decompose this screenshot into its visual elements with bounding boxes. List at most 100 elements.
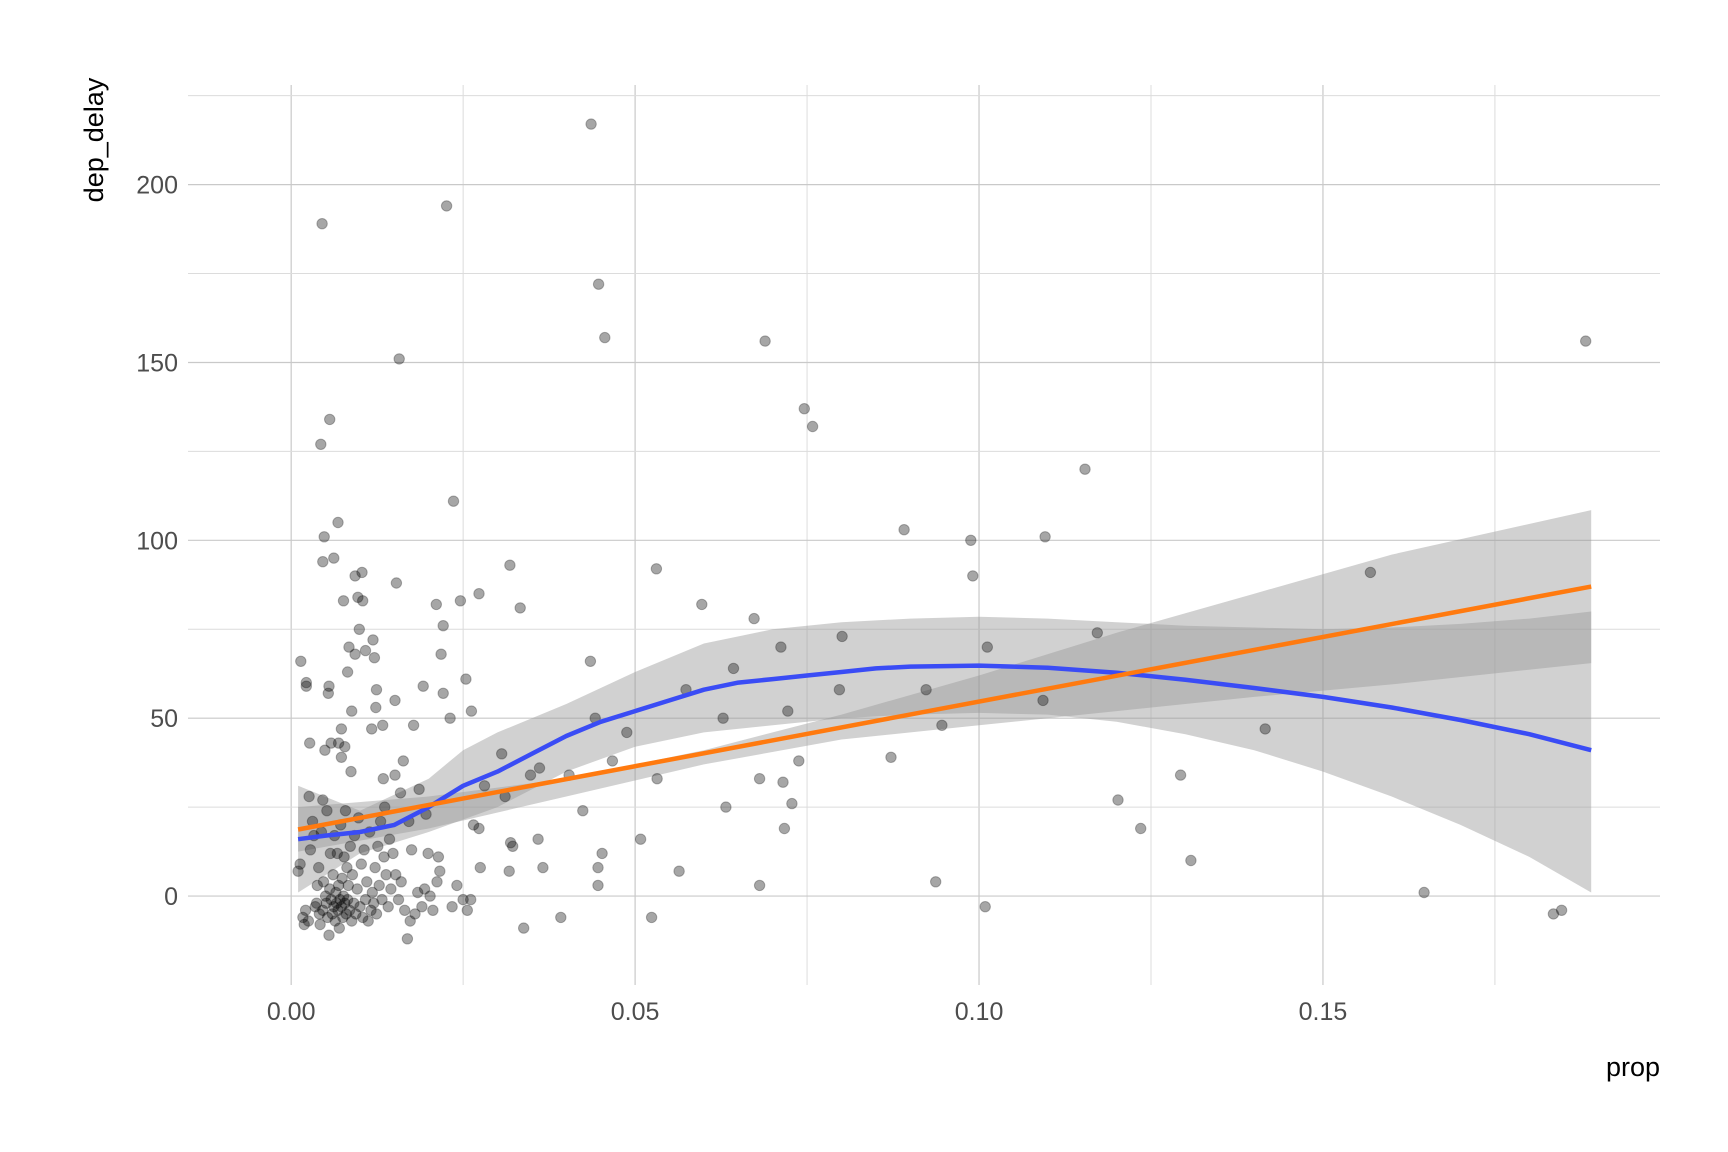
data-point xyxy=(407,719,420,731)
data-point xyxy=(696,598,708,611)
data-point xyxy=(437,620,449,632)
data-point xyxy=(333,922,345,934)
data-point xyxy=(936,719,948,731)
data-point xyxy=(339,741,351,753)
data-point xyxy=(317,876,330,888)
data-point xyxy=(377,773,389,785)
data-point xyxy=(1580,335,1592,347)
data-point xyxy=(634,833,647,845)
data-point xyxy=(778,822,791,835)
x-axis-title: prop xyxy=(1606,1052,1660,1082)
data-point xyxy=(621,726,633,739)
data-point xyxy=(304,844,317,856)
data-point xyxy=(461,904,473,916)
data-point xyxy=(318,531,330,543)
data-point xyxy=(389,769,401,781)
data-point xyxy=(343,641,355,653)
data-point xyxy=(417,680,429,692)
data-point xyxy=(474,861,486,874)
data-point xyxy=(342,879,354,892)
data-point xyxy=(341,861,353,874)
data-point xyxy=(537,861,549,874)
data-point xyxy=(606,755,619,767)
data-point xyxy=(319,890,332,902)
data-point xyxy=(422,847,434,860)
data-point xyxy=(416,901,428,913)
data-point xyxy=(806,420,819,433)
data-point xyxy=(372,840,384,852)
data-point xyxy=(303,790,315,803)
data-point xyxy=(345,765,357,778)
data-point xyxy=(585,118,597,130)
data-point xyxy=(651,773,663,785)
data-point xyxy=(320,897,332,909)
data-point xyxy=(335,751,348,763)
data-point xyxy=(292,865,304,877)
data-point xyxy=(344,840,356,852)
data-point xyxy=(346,869,359,881)
data-point xyxy=(717,712,729,724)
data-points xyxy=(292,118,1592,945)
y-tick-label: 50 xyxy=(150,705,178,733)
data-point xyxy=(555,911,567,924)
data-point xyxy=(334,893,346,906)
data-point xyxy=(1091,627,1104,639)
data-point xyxy=(592,861,604,874)
data-point xyxy=(376,893,388,906)
data-point xyxy=(930,876,942,888)
confidence-bands xyxy=(298,510,1592,893)
data-point xyxy=(748,612,760,625)
data-point xyxy=(297,911,309,924)
data-point xyxy=(965,534,977,546)
data-point xyxy=(368,897,380,909)
data-point xyxy=(322,687,334,699)
data-point xyxy=(504,837,517,849)
confidence-band-1 xyxy=(298,611,1592,893)
data-point xyxy=(336,872,348,884)
data-point xyxy=(350,908,362,920)
data-point xyxy=(348,897,360,909)
data-point xyxy=(446,901,458,913)
data-point xyxy=(309,901,321,913)
data-point xyxy=(457,893,469,906)
data-point xyxy=(777,776,789,788)
data-point xyxy=(898,524,910,536)
data-point xyxy=(378,851,390,863)
data-point xyxy=(324,413,336,426)
data-point xyxy=(329,915,341,927)
data-point xyxy=(354,901,366,913)
x-tick-label: 0.10 xyxy=(955,998,1004,1026)
data-point xyxy=(592,879,604,892)
data-point xyxy=(390,577,403,589)
data-point xyxy=(1135,822,1147,835)
data-point xyxy=(314,918,326,931)
y-tick-label: 200 xyxy=(136,172,178,200)
data-point xyxy=(435,648,447,660)
data-point xyxy=(786,797,798,810)
data-point xyxy=(299,904,312,916)
data-point xyxy=(311,879,323,892)
data-point xyxy=(1112,794,1124,806)
data-point xyxy=(357,911,369,924)
data-point xyxy=(373,879,385,892)
data-point xyxy=(389,694,401,707)
data-point xyxy=(478,780,491,792)
data-point xyxy=(503,865,515,877)
data-point xyxy=(361,876,373,888)
data-point xyxy=(430,598,442,611)
data-point xyxy=(507,840,519,852)
data-point xyxy=(1547,908,1560,920)
data-point xyxy=(325,737,337,749)
tick-labels: 0.00 0.05 0.10 0.15 0 50 100 150 200 xyxy=(136,172,1347,1026)
data-point xyxy=(1259,723,1271,735)
data-point xyxy=(319,744,331,756)
trend-lines xyxy=(297,584,1592,842)
data-point xyxy=(514,602,526,614)
data-point xyxy=(720,801,732,813)
x-tick-label: 0.00 xyxy=(267,998,316,1026)
data-point xyxy=(981,641,993,653)
data-point xyxy=(317,904,329,916)
data-point xyxy=(395,876,407,888)
data-point xyxy=(399,904,411,916)
